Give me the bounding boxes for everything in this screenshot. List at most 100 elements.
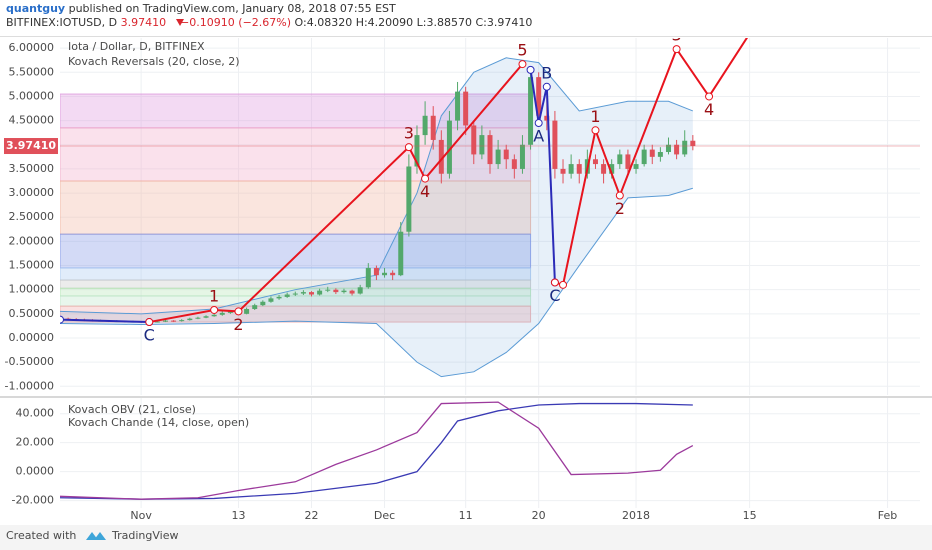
candle-body bbox=[382, 272, 388, 276]
price-label-box bbox=[4, 138, 58, 155]
candle-body bbox=[544, 115, 550, 121]
author[interactable]: quantguy bbox=[6, 2, 65, 15]
wave-point bbox=[210, 305, 219, 314]
x-tick-label: 20 bbox=[532, 509, 546, 522]
candle-body bbox=[276, 296, 282, 299]
x-tick-label: Feb bbox=[878, 509, 897, 522]
fib-zone bbox=[60, 180, 532, 235]
y-tick-label: 2.50000 bbox=[9, 210, 55, 223]
wave-point bbox=[534, 119, 543, 128]
footer-brand[interactable]: TradingView bbox=[111, 529, 178, 542]
legend-entry: Kovach OBV (21, close) bbox=[68, 403, 196, 416]
candle-body bbox=[568, 164, 574, 174]
x-tick-label: Dec bbox=[374, 509, 395, 522]
fib-zone bbox=[60, 305, 532, 323]
pane-separator bbox=[0, 396, 932, 398]
y-tick-label: 20.000 bbox=[16, 436, 55, 449]
candle-body bbox=[268, 298, 274, 302]
separator bbox=[0, 36, 932, 37]
y-tick-label: 3.00000 bbox=[9, 186, 55, 199]
symbol: BITFINEX:IOTUSD, D bbox=[6, 16, 117, 29]
wave-point bbox=[234, 307, 243, 316]
y-tick-label: -0.50000 bbox=[5, 355, 54, 368]
wave-point bbox=[672, 45, 681, 54]
wave-point bbox=[705, 92, 714, 101]
candle-body bbox=[390, 272, 396, 276]
candle-body bbox=[365, 267, 371, 288]
y-tick-label: 2.00000 bbox=[9, 234, 55, 247]
candle-body bbox=[187, 318, 193, 321]
y-tick-label: 1.50000 bbox=[9, 259, 55, 272]
band-fill bbox=[60, 57, 693, 377]
candle-body bbox=[349, 290, 355, 294]
indicator-line bbox=[60, 401, 694, 500]
published: published on TradingView.com, January 08… bbox=[69, 2, 396, 15]
candle-body bbox=[317, 290, 323, 295]
down-arrow bbox=[176, 19, 184, 26]
candle-body bbox=[649, 149, 655, 157]
candle-body bbox=[487, 135, 493, 165]
candle-body bbox=[455, 91, 461, 121]
candle-body bbox=[633, 164, 639, 169]
candle-body bbox=[162, 320, 168, 322]
wave-label: 4 bbox=[704, 100, 714, 119]
wave-point bbox=[559, 280, 568, 289]
candle-body bbox=[154, 321, 160, 323]
y-tick-label: 5.50000 bbox=[9, 65, 55, 78]
axes: Nov 13 22 Dec 11 20 2018 15 Feb6.000005.500005.0… bbox=[4, 40, 897, 522]
candle-body bbox=[495, 149, 501, 165]
candle-body bbox=[511, 159, 517, 169]
candle-body bbox=[536, 77, 542, 116]
wave-label: B bbox=[541, 63, 552, 82]
x-tick-label: 22 bbox=[305, 509, 319, 522]
fib-zone bbox=[60, 127, 532, 182]
candle-body bbox=[430, 115, 436, 140]
change: −0.10910 (−2.67%) bbox=[180, 16, 291, 29]
candle-body bbox=[333, 289, 339, 293]
legend-entry: Kovach Chande (14, close, open) bbox=[68, 416, 249, 429]
y-tick-label: 40.000 bbox=[16, 407, 55, 420]
wave-line bbox=[149, 63, 524, 324]
wave-point bbox=[591, 126, 600, 135]
candle-body bbox=[414, 135, 420, 167]
wave-label: C bbox=[144, 326, 155, 345]
main-pane: C12345ABC1234 bbox=[60, 26, 920, 395]
footer-created: Created with bbox=[6, 529, 76, 542]
candle-body bbox=[284, 294, 290, 297]
candle-body bbox=[674, 144, 680, 155]
wave-label: 3 bbox=[672, 26, 682, 45]
candle-body bbox=[601, 164, 607, 174]
indicator-line bbox=[60, 402, 693, 500]
y-tick-label: 3.50000 bbox=[9, 162, 55, 175]
wave-label: 1 bbox=[209, 286, 219, 305]
candle-body bbox=[463, 91, 469, 126]
candle-body bbox=[357, 287, 363, 294]
y-tick-label: 0.50000 bbox=[9, 307, 55, 320]
candle-body bbox=[471, 125, 477, 155]
candle-body bbox=[528, 77, 534, 145]
candle-body bbox=[300, 292, 306, 294]
wave-point bbox=[526, 65, 535, 74]
wave-label: 3 bbox=[404, 124, 414, 143]
y-tick-label: 5.00000 bbox=[9, 89, 55, 102]
wave-point bbox=[145, 318, 154, 327]
wave-line bbox=[529, 69, 556, 283]
band-line bbox=[60, 187, 693, 378]
candle-body bbox=[690, 140, 696, 147]
candle-body bbox=[576, 164, 582, 174]
candle-body bbox=[552, 120, 558, 169]
candle-body bbox=[625, 154, 631, 169]
candle-body bbox=[422, 115, 428, 136]
y-tick-label: 4.50000 bbox=[9, 114, 55, 127]
wave-line bbox=[60, 318, 150, 324]
candle-body bbox=[609, 164, 615, 174]
wave-label: 5 bbox=[517, 41, 527, 60]
wave-point bbox=[518, 60, 527, 69]
wave-point bbox=[60, 315, 64, 324]
x-tick-label: 11 bbox=[459, 509, 473, 522]
candle-body bbox=[503, 149, 509, 160]
y-tick-label: 6.00000 bbox=[9, 41, 55, 54]
price: 3.97410 bbox=[121, 16, 167, 29]
wave-label: C bbox=[549, 286, 560, 305]
